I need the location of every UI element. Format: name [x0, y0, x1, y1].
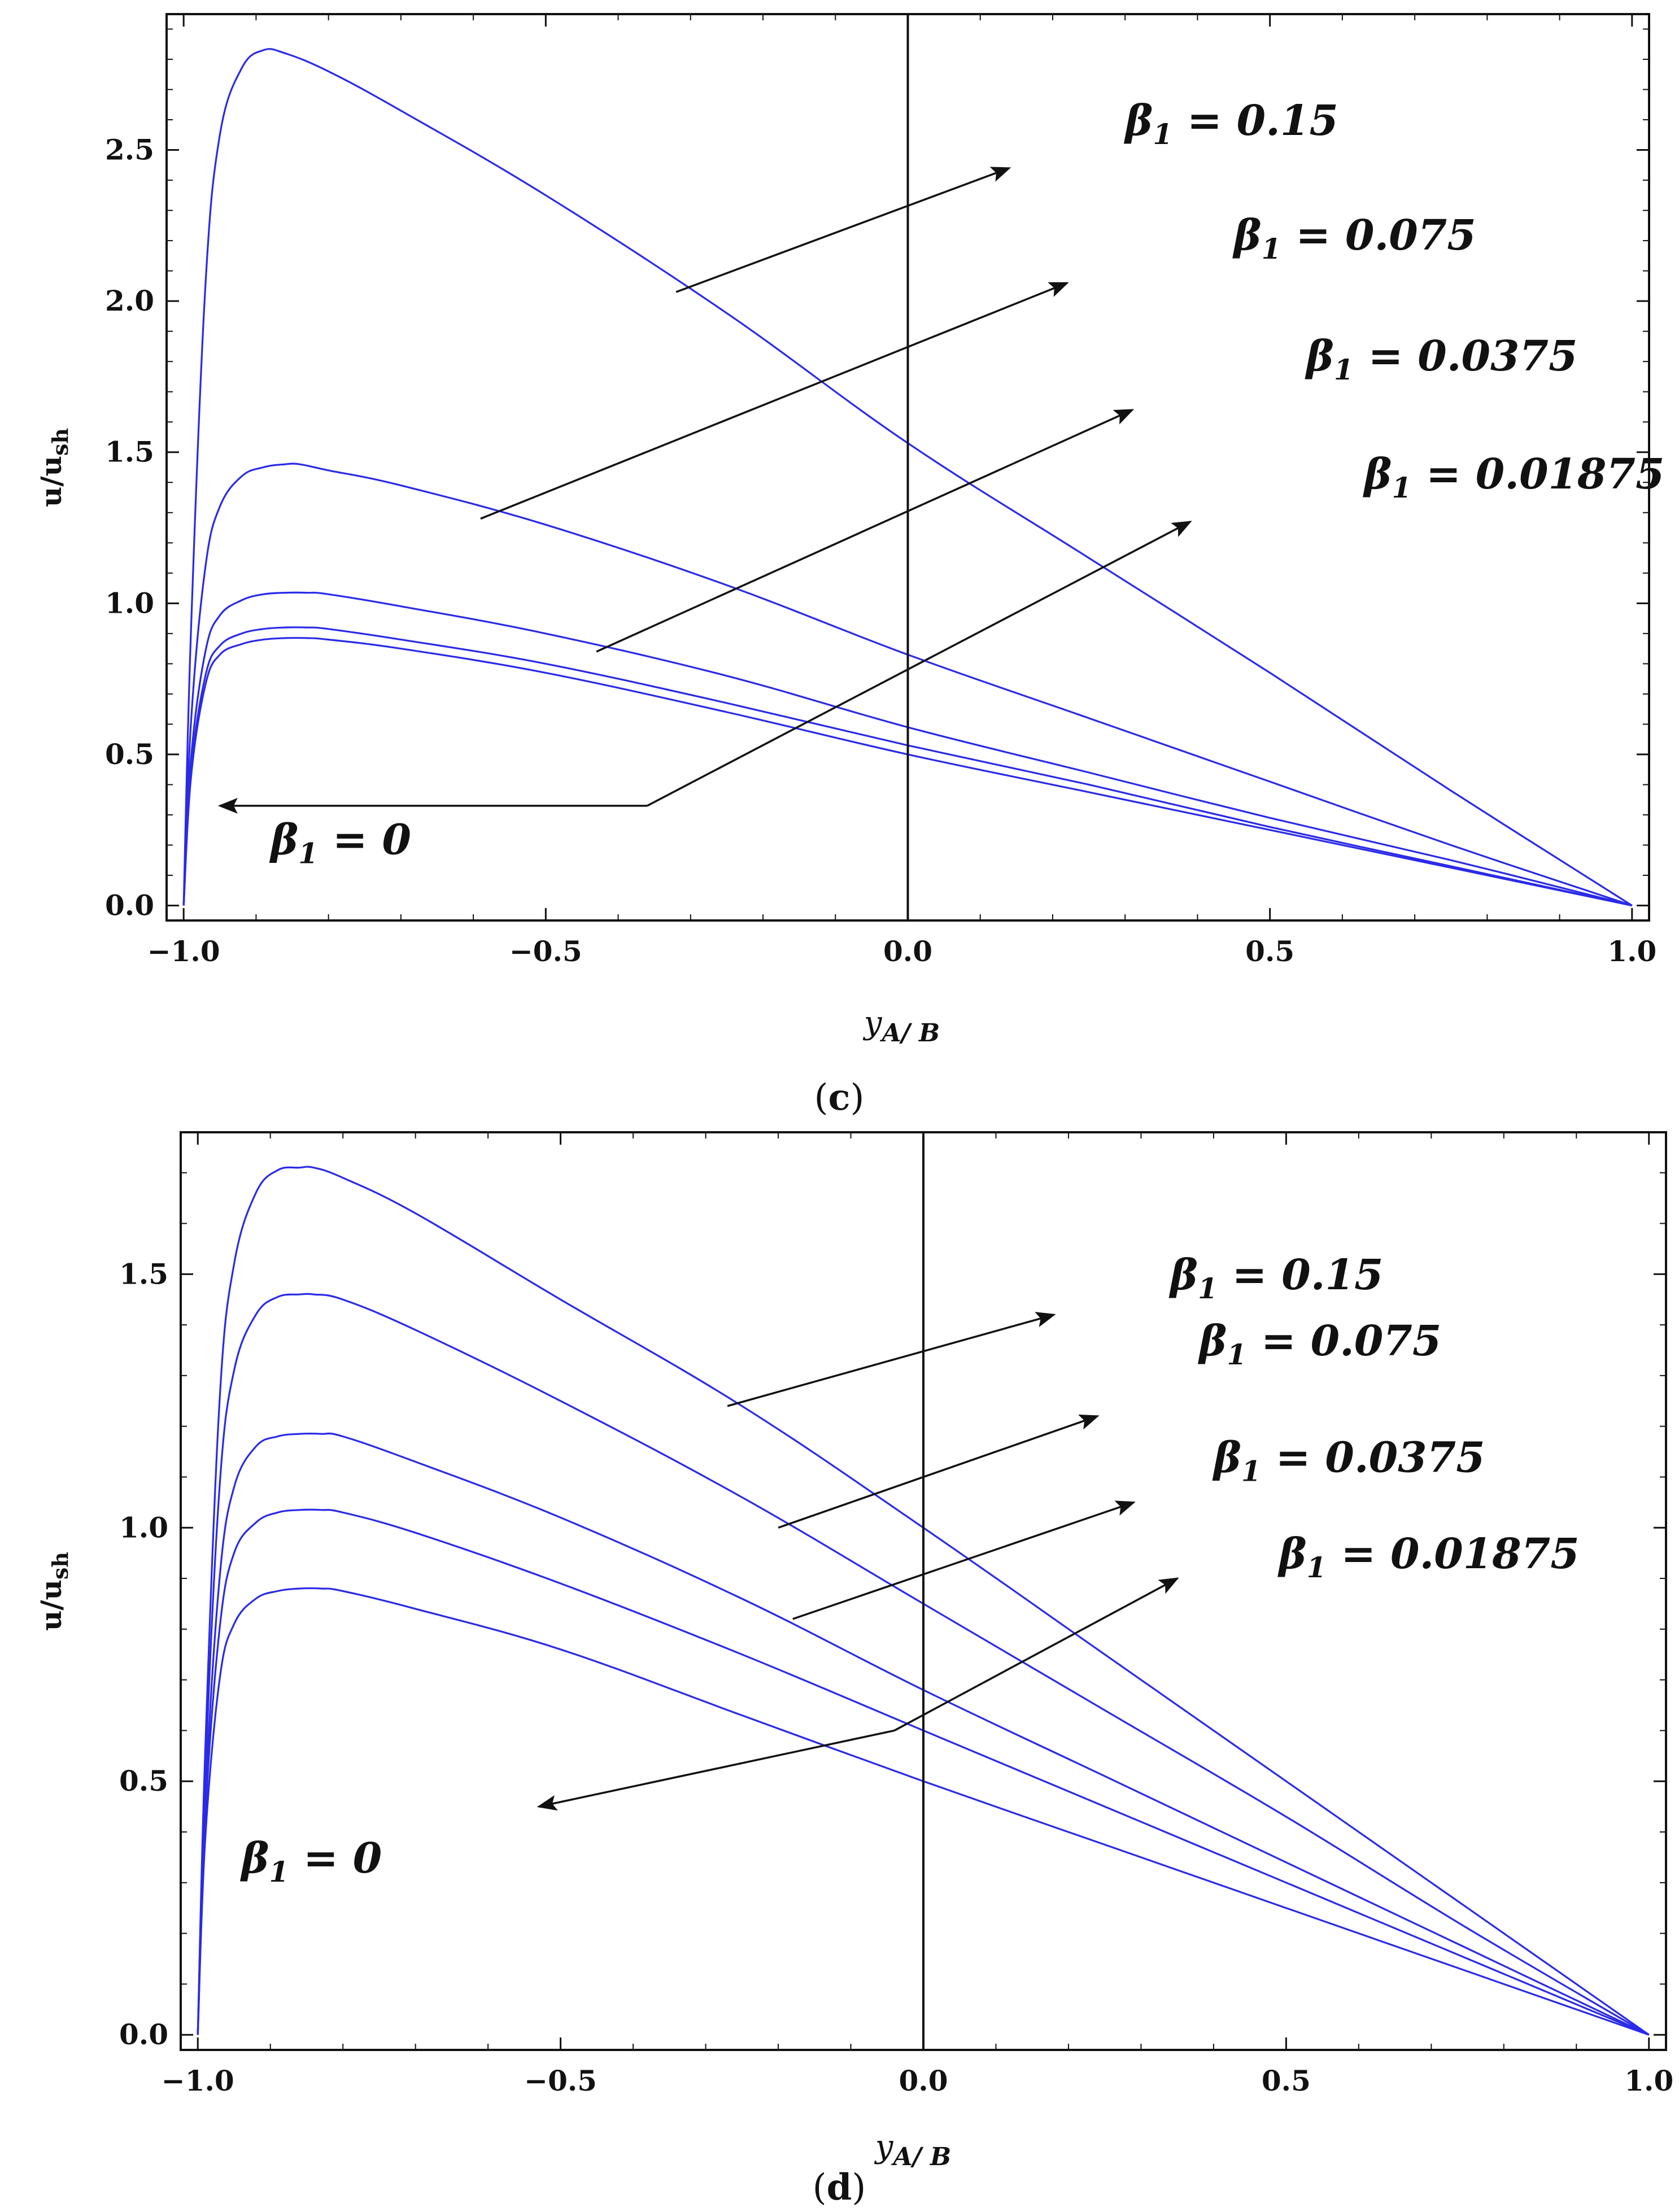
annotation-arrow — [480, 282, 1069, 520]
annotation-label: β1 = 0 — [239, 1834, 382, 1888]
y-tick-label: 2.0 — [105, 284, 154, 317]
y-tick-label: 0.5 — [119, 1764, 168, 1797]
y-tick-label: 1.5 — [105, 435, 154, 469]
series-line — [182, 463, 1633, 907]
annotation-label: β1 = 0.0375 — [1305, 332, 1578, 386]
series-line — [197, 1587, 1650, 2036]
series-line — [182, 636, 1633, 907]
x-tick-label: 1.0 — [1607, 935, 1656, 968]
x-tick-label: 0.5 — [1245, 935, 1294, 968]
y-tick-label: 1.0 — [119, 1511, 168, 1544]
annotation-label: β1 = 0.075 — [1197, 1317, 1441, 1371]
annotation-arrow — [596, 409, 1135, 653]
y-axis-label: u/ush — [34, 1552, 73, 1631]
x-tick-label: 0.0 — [899, 2064, 948, 2097]
series-line — [197, 1508, 1650, 2036]
x-tick-label: −0.5 — [509, 935, 582, 968]
panel-caption: (d) — [813, 2166, 866, 2209]
x-tick-label: −0.5 — [524, 2064, 597, 2097]
annotation-label: β1 = 0.15 — [1123, 97, 1338, 151]
annotation-label: β1 = 0.01875 — [1362, 450, 1664, 504]
annotation-label: β1 = 0.01875 — [1277, 1530, 1580, 1584]
y-tick-label: 0.0 — [105, 889, 154, 922]
x-tick-label: 0.0 — [883, 935, 932, 968]
series-line — [182, 626, 1633, 907]
x-tick-label: 1.0 — [1624, 2064, 1673, 2097]
annotation-label: β1 = 0.15 — [1168, 1251, 1384, 1305]
y-tick-label: 0.0 — [119, 2018, 168, 2051]
x-axis-label: yA/ B — [862, 1005, 940, 1048]
annotation-arrow — [778, 1414, 1100, 1529]
annotation-arrow — [893, 1577, 1179, 1731]
x-tick-label: 0.5 — [1262, 2064, 1311, 2097]
series-line — [182, 48, 1633, 906]
series-line — [182, 591, 1633, 907]
annotation-arrow — [537, 1729, 895, 1811]
series-line — [197, 1432, 1650, 2036]
y-tick-label: 2.5 — [105, 133, 154, 167]
x-tick-label: −1.0 — [147, 935, 220, 968]
annotation-arrow — [792, 1500, 1136, 1620]
y-tick-label: 0.5 — [105, 738, 154, 771]
y-tick-label: 1.5 — [119, 1257, 168, 1290]
annotation-arrow — [727, 1312, 1056, 1407]
y-tick-label: 1.0 — [105, 586, 154, 619]
panel-caption: (c) — [814, 1076, 865, 1119]
series-line — [197, 1293, 1650, 2036]
x-axis-label: yA/ B — [874, 2128, 951, 2171]
annotation-label: β1 = 0.075 — [1232, 211, 1476, 265]
annotation-arrow — [647, 521, 1192, 807]
annotation-label: β1 = 0 — [269, 816, 411, 870]
annotation-arrow — [675, 167, 1011, 293]
panel-d-chart: −1.0 −0.5 0.0 0.5 1.0 0.0 0.5 1.0 1.5 β1 = 0.15 β… — [34, 1131, 1673, 2209]
y-axis-label: u/ush — [34, 428, 73, 507]
x-tick-label: −1.0 — [162, 2064, 234, 2097]
panel-c-chart: −1.0 −0.5 0.0 0.5 1.0 0.0 0.5 1.0 1.5 2.0 2.5 β1 =… — [34, 13, 1665, 1119]
annotation-label: β1 = 0.0375 — [1212, 1433, 1485, 1487]
series-line — [197, 1166, 1650, 2036]
